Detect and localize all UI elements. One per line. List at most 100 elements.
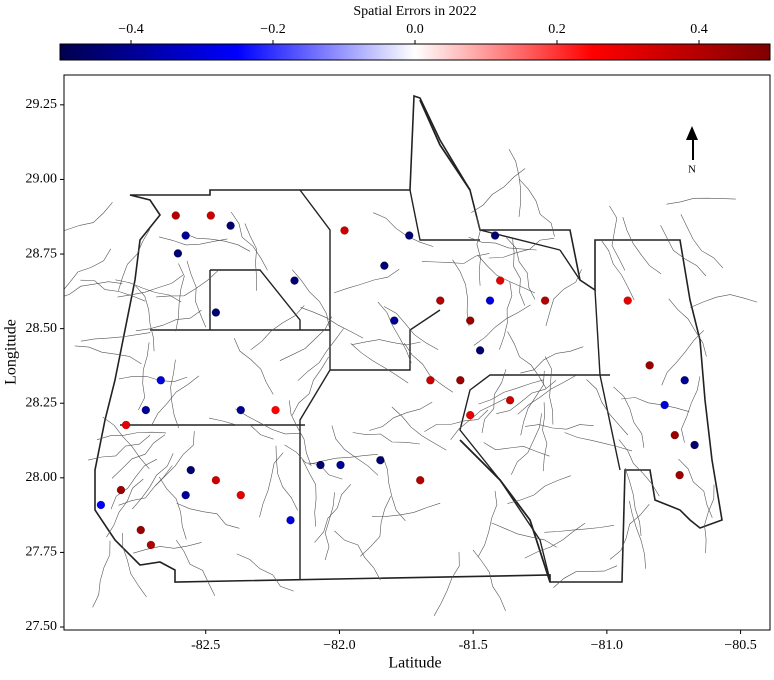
error-point: [171, 211, 181, 220]
road: [609, 205, 626, 271]
colorbar-tick-label: −0.2: [260, 22, 285, 37]
y-tick-label: 28.25: [26, 395, 58, 410]
x-tick-label: −82.0: [323, 638, 355, 653]
road: [680, 214, 724, 269]
road: [666, 197, 736, 205]
road: [158, 476, 187, 540]
road: [154, 431, 195, 487]
road: [360, 496, 391, 557]
road: [476, 217, 481, 286]
road: [275, 445, 298, 511]
road: [525, 424, 594, 430]
road: [131, 453, 174, 510]
colorbar-tick-label: 0.0: [406, 22, 424, 37]
error-point: [376, 455, 385, 465]
road: [80, 332, 151, 342]
road: [624, 467, 642, 536]
road: [133, 542, 202, 554]
road: [291, 356, 329, 416]
road: [156, 270, 219, 298]
road: [186, 260, 207, 328]
road: [115, 279, 182, 303]
error-point: [404, 231, 414, 240]
road: [483, 442, 550, 457]
road: [369, 401, 433, 431]
road: [618, 439, 660, 497]
error-point: [690, 440, 699, 450]
road: [496, 380, 557, 414]
road: [468, 236, 537, 251]
error-point: [286, 515, 295, 525]
road: [183, 232, 251, 252]
road: [678, 458, 713, 518]
road: [383, 306, 439, 350]
road: [118, 376, 188, 383]
road: [175, 539, 216, 596]
road: [477, 254, 536, 294]
error-point: [206, 211, 216, 220]
error-point: [236, 405, 246, 415]
y-tick-label: 28.00: [26, 470, 58, 485]
road: [613, 386, 645, 448]
road: [117, 274, 184, 298]
road: [382, 455, 406, 521]
x-tick-label: -82.5: [191, 638, 220, 653]
road: [609, 504, 650, 560]
error-point: [236, 490, 246, 500]
road: [135, 285, 155, 352]
road: [473, 304, 531, 346]
road: [302, 459, 317, 527]
road: [176, 502, 240, 529]
error-point: [485, 296, 495, 305]
road: [373, 212, 434, 247]
error-point: [475, 346, 485, 355]
road: [553, 565, 618, 588]
y-tick-label: 29.00: [26, 172, 58, 187]
error-point: [415, 475, 425, 485]
road: [586, 379, 629, 436]
road: [511, 413, 542, 475]
x-axis-label: Latitude: [388, 655, 441, 672]
road: [424, 409, 489, 432]
road: [259, 452, 284, 518]
road: [314, 484, 352, 543]
road: [151, 375, 200, 426]
road: [175, 263, 185, 332]
y-tick-label: 28.50: [26, 321, 58, 336]
north-arrow: N: [686, 126, 698, 176]
road: [291, 269, 330, 328]
road: [102, 416, 150, 469]
error-point: [211, 475, 221, 485]
road: [542, 402, 548, 472]
error-point: [336, 460, 345, 470]
road: [80, 279, 146, 302]
road: [478, 379, 544, 405]
road: [545, 269, 582, 326]
error-point: [271, 405, 280, 415]
road: [507, 475, 571, 504]
error-point: [680, 376, 689, 385]
road: [111, 434, 166, 479]
colorbar-tick-label: −0.4: [118, 22, 143, 37]
road: [377, 301, 412, 364]
error-point: [540, 296, 550, 305]
road: [372, 502, 441, 517]
error-point: [186, 465, 196, 475]
y-tick-label: 27.50: [26, 619, 58, 634]
road: [122, 532, 147, 598]
road: [471, 168, 526, 213]
error-point: [173, 249, 183, 258]
road: [96, 431, 167, 441]
road: [508, 148, 521, 217]
road: [334, 530, 381, 581]
error-point: [226, 221, 235, 230]
road: [170, 359, 179, 429]
error-point: [316, 460, 325, 470]
road: [450, 398, 506, 440]
road: [230, 211, 268, 271]
error-point: [290, 276, 299, 285]
road: [622, 217, 662, 275]
error-point: [340, 226, 349, 235]
road: [235, 408, 300, 435]
